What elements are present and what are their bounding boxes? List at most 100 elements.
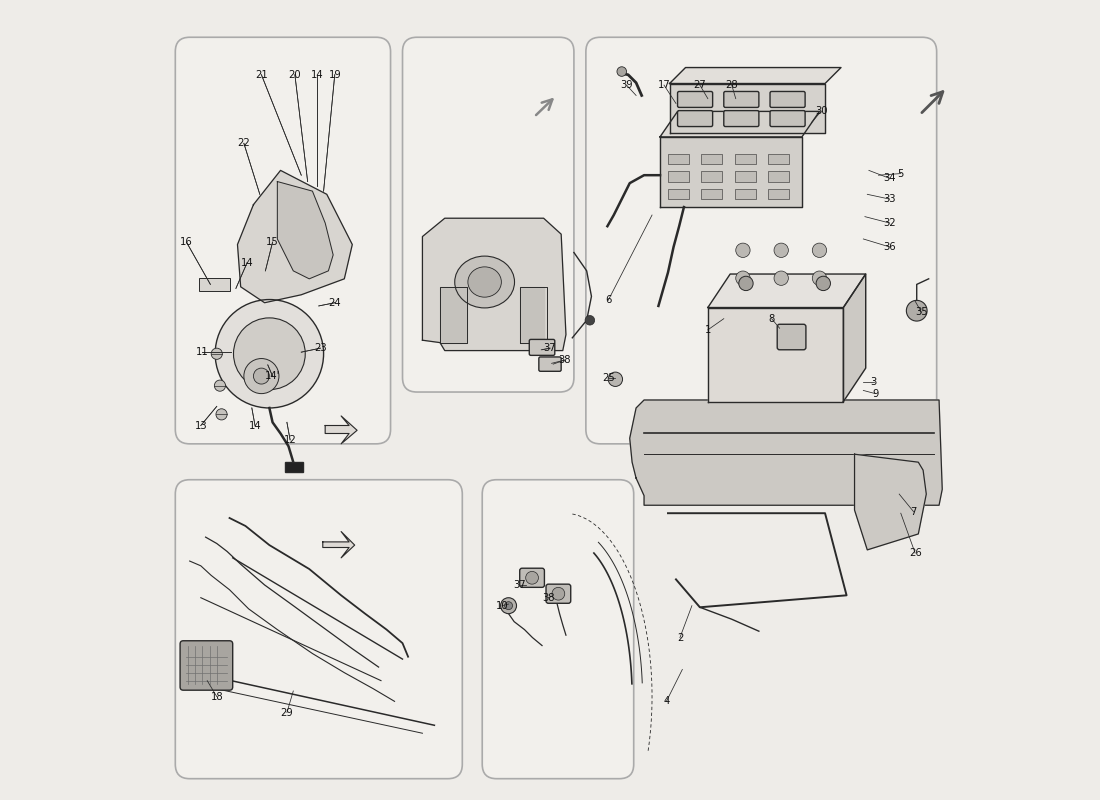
Circle shape (526, 571, 538, 584)
Bar (769, 171, 789, 182)
Circle shape (216, 299, 323, 408)
FancyBboxPatch shape (724, 110, 759, 126)
Text: 11: 11 (196, 347, 209, 357)
Text: 37: 37 (514, 580, 526, 590)
Text: 10: 10 (496, 601, 508, 610)
FancyBboxPatch shape (175, 38, 390, 444)
Text: 32: 32 (883, 218, 895, 228)
Circle shape (816, 276, 831, 290)
FancyBboxPatch shape (175, 480, 462, 778)
Bar (769, 189, 789, 199)
Text: 4: 4 (663, 696, 670, 706)
Polygon shape (844, 274, 866, 402)
Text: 18: 18 (210, 691, 223, 702)
Polygon shape (440, 286, 467, 342)
Text: 22: 22 (238, 138, 250, 148)
Polygon shape (708, 307, 844, 402)
Circle shape (739, 276, 754, 290)
Text: 20: 20 (288, 70, 301, 80)
Bar (735, 171, 756, 182)
Circle shape (736, 271, 750, 286)
FancyBboxPatch shape (586, 38, 937, 444)
Text: 5: 5 (898, 169, 904, 178)
FancyBboxPatch shape (539, 357, 561, 371)
Polygon shape (519, 286, 543, 342)
Circle shape (500, 598, 517, 614)
Text: 33: 33 (883, 194, 895, 204)
Polygon shape (855, 454, 926, 550)
Text: 34: 34 (883, 174, 895, 183)
Circle shape (233, 318, 306, 390)
Text: 30: 30 (815, 106, 827, 117)
FancyBboxPatch shape (403, 38, 574, 392)
Text: 7: 7 (911, 506, 916, 517)
Bar (735, 189, 756, 199)
FancyBboxPatch shape (770, 91, 805, 107)
Text: 35: 35 (915, 307, 927, 318)
Circle shape (552, 587, 564, 600)
FancyBboxPatch shape (546, 584, 571, 603)
FancyBboxPatch shape (482, 480, 634, 778)
Circle shape (617, 66, 627, 76)
FancyBboxPatch shape (770, 110, 805, 126)
Text: 13: 13 (195, 421, 207, 430)
Polygon shape (322, 531, 354, 558)
FancyBboxPatch shape (529, 339, 554, 355)
Circle shape (736, 243, 750, 258)
Circle shape (812, 243, 826, 258)
FancyBboxPatch shape (724, 91, 759, 107)
Text: 17: 17 (658, 80, 670, 90)
Text: 29: 29 (280, 707, 294, 718)
Bar (668, 154, 689, 164)
Text: 8: 8 (769, 314, 774, 324)
Text: 27: 27 (693, 80, 706, 90)
Bar (668, 189, 689, 199)
Polygon shape (660, 137, 802, 207)
FancyBboxPatch shape (778, 324, 806, 350)
Circle shape (585, 315, 595, 325)
Ellipse shape (454, 256, 515, 308)
Text: 2: 2 (676, 633, 683, 642)
FancyBboxPatch shape (678, 91, 713, 107)
Circle shape (774, 243, 789, 258)
FancyBboxPatch shape (678, 110, 713, 126)
FancyBboxPatch shape (519, 568, 544, 587)
Text: 9: 9 (872, 389, 879, 398)
Text: 14: 14 (249, 421, 262, 430)
Circle shape (211, 348, 222, 359)
Bar (702, 171, 723, 182)
Text: 14: 14 (241, 258, 253, 268)
Text: 6: 6 (605, 295, 612, 306)
Bar (735, 154, 756, 164)
Polygon shape (326, 416, 358, 444)
Circle shape (608, 372, 623, 386)
Text: 23: 23 (315, 343, 327, 353)
Polygon shape (422, 218, 565, 350)
Bar (702, 154, 723, 164)
Circle shape (216, 409, 227, 420)
Ellipse shape (468, 267, 502, 297)
Circle shape (812, 271, 826, 286)
FancyBboxPatch shape (285, 462, 303, 472)
Text: 16: 16 (180, 237, 192, 247)
Text: 15: 15 (266, 237, 279, 247)
Text: 24: 24 (329, 298, 341, 308)
Text: 38: 38 (558, 355, 571, 365)
Polygon shape (277, 182, 333, 279)
Text: 3: 3 (870, 378, 877, 387)
Text: 1: 1 (705, 325, 711, 335)
Text: 21: 21 (255, 70, 267, 80)
Text: 12: 12 (284, 435, 297, 445)
Circle shape (244, 358, 279, 394)
Polygon shape (238, 170, 352, 302)
Text: 14': 14' (265, 371, 280, 381)
Text: 19: 19 (329, 70, 341, 80)
Polygon shape (708, 274, 866, 307)
Polygon shape (660, 111, 820, 137)
Text: 37: 37 (543, 343, 557, 353)
Circle shape (505, 602, 513, 610)
Circle shape (214, 380, 225, 391)
Circle shape (774, 271, 789, 286)
FancyBboxPatch shape (180, 641, 233, 690)
Circle shape (253, 368, 270, 384)
